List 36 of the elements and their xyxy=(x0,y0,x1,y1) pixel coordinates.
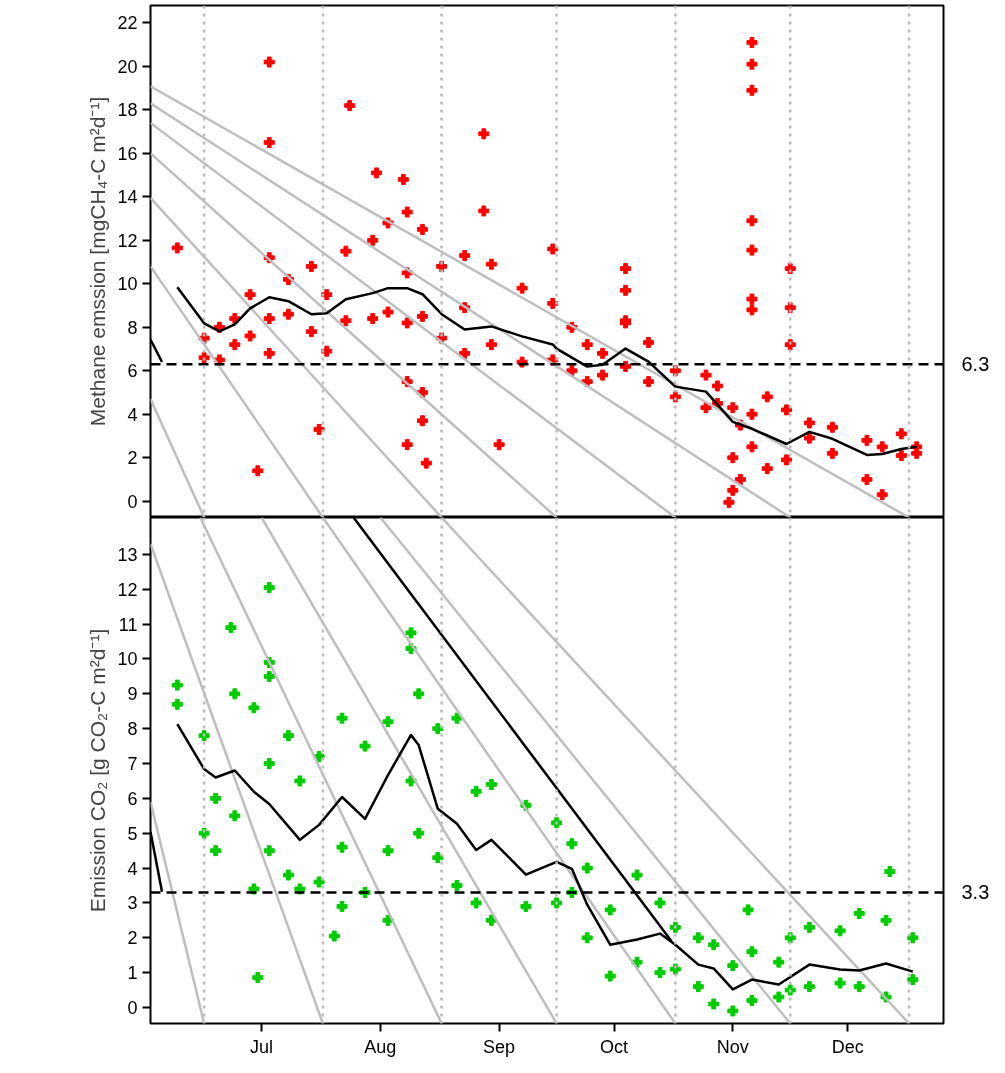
y-tick-label: 0 xyxy=(127,491,138,512)
y-tick-label: 12 xyxy=(117,230,138,251)
y-tick-label: 7 xyxy=(127,754,138,775)
x-tick-label: Nov xyxy=(716,1036,749,1057)
x-tick-label: Aug xyxy=(364,1036,397,1057)
y-axis-title: Emission CO₂ [g CO₂-C m²d⁻¹] xyxy=(86,628,110,913)
y-tick-label: 20 xyxy=(117,56,138,77)
y-tick-label: 10 xyxy=(117,649,138,670)
y-tick-label: 10 xyxy=(117,274,138,295)
y-tick-label: 6 xyxy=(127,361,138,382)
y-tick-label: 2 xyxy=(127,448,138,469)
y-tick-label: 5 xyxy=(127,823,138,844)
y-tick-label: 4 xyxy=(127,858,138,879)
y-tick-label: 13 xyxy=(117,544,138,565)
x-tick-label: Oct xyxy=(600,1036,629,1057)
y-tick-label: 22 xyxy=(117,13,138,34)
y-tick-label: 4 xyxy=(127,404,138,425)
y-tick-label: 8 xyxy=(127,317,138,338)
y-tick-label: 2 xyxy=(127,928,138,949)
ref-line-label: 3.3 xyxy=(961,881,990,904)
x-tick-label: Jul xyxy=(250,1036,274,1057)
y-tick-label: 9 xyxy=(127,684,138,705)
x-tick-label: Dec xyxy=(831,1036,864,1057)
y-tick-label: 14 xyxy=(117,187,138,208)
x-tick-label: Sep xyxy=(483,1036,516,1057)
y-tick-label: 8 xyxy=(127,719,138,740)
y-tick-label: 11 xyxy=(118,614,138,635)
ref-line-label: 6.3 xyxy=(961,353,990,376)
y-tick-label: 6 xyxy=(127,788,138,809)
y-tick-label: 16 xyxy=(117,143,138,164)
y-tick-label: 3 xyxy=(127,893,138,914)
y-tick-label: 1 xyxy=(127,963,138,984)
y-tick-label: 0 xyxy=(127,997,138,1018)
y-axis-title: Methane emssion [mgCH₄-C m²d⁻¹] xyxy=(86,96,110,427)
y-tick-label: 18 xyxy=(117,100,138,121)
y-tick-label: 12 xyxy=(117,579,138,600)
